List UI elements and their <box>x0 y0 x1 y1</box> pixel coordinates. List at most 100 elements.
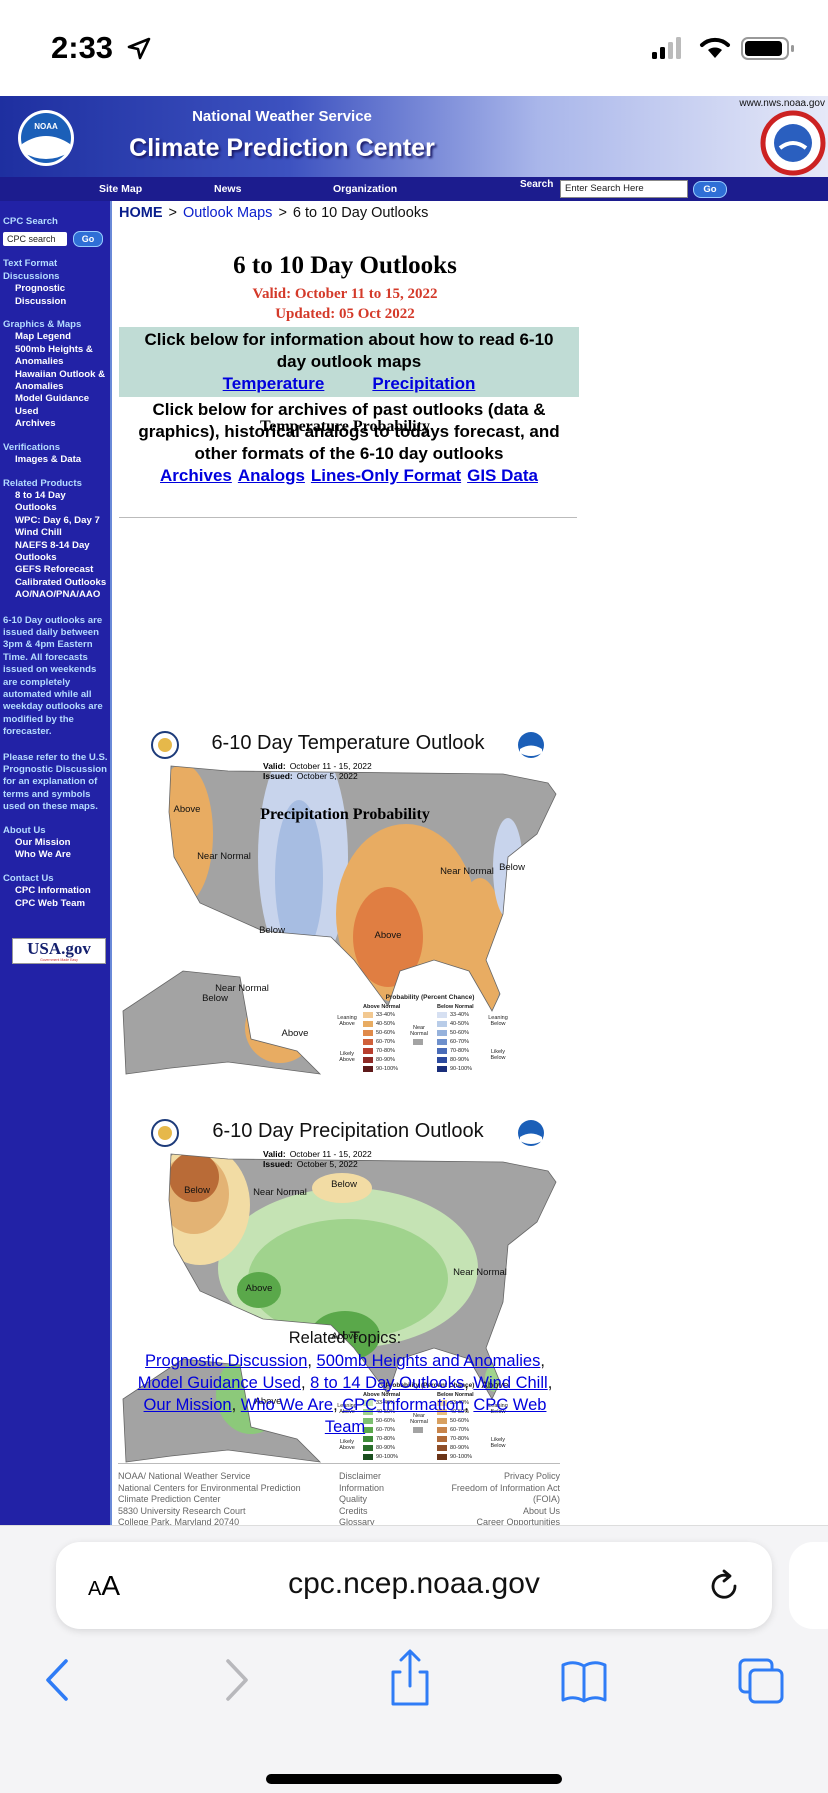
sidebar-heading[interactable]: Graphics & Maps <box>3 319 82 331</box>
sidebar-link[interactable]: WPC: Day 6, Day 7 Wind Chill <box>15 514 100 539</box>
breadcrumb-link[interactable]: Outlook Maps <box>182 205 273 221</box>
related-link[interactable]: CPC Web Team <box>324 1396 547 1436</box>
sidebar-heading[interactable]: Verifications <box>3 441 61 453</box>
site-header: NOAA National Weather Service Climate Pr… <box>0 96 828 177</box>
sidebar-link[interactable]: 8 to 14 Day Outlooks <box>15 489 66 514</box>
sidebar-link[interactable]: Prognostic Discussion <box>15 283 67 307</box>
archives-link[interactable]: Lines-Only Format <box>310 466 462 485</box>
related-link[interactable]: 8 to 14 Day Outlooks <box>310 1374 465 1392</box>
bookmarks-button[interactable] <box>561 1661 607 1703</box>
footer-text[interactable]: Credits <box>339 1505 368 1516</box>
sidebar-link[interactable]: CPC Information <box>15 885 91 897</box>
related-link[interactable]: Model Guidance Used <box>137 1374 301 1392</box>
doc-emblem-inner <box>158 738 172 752</box>
footer-text[interactable]: Disclaimer <box>339 1471 382 1481</box>
legend-bin: 70-80% <box>376 1048 395 1054</box>
probability-region <box>237 1272 281 1308</box>
status-icons <box>652 37 794 60</box>
footer-text[interactable]: Career Opportunities <box>476 1517 560 1525</box>
legend-swatch <box>363 1048 373 1054</box>
sidebar-heading[interactable]: Text Format Discussions <box>3 258 60 282</box>
address-bar[interactable]: AA cpc.ncep.noaa.gov <box>56 1542 772 1629</box>
legend-swatch <box>363 1400 373 1406</box>
related-link[interactable]: CPC Information <box>342 1396 465 1414</box>
search-input[interactable]: Enter Search Here <box>560 180 688 198</box>
legend-likely-above: Likely Above <box>339 1439 355 1451</box>
back-button[interactable] <box>46 1659 68 1701</box>
sidebar-search-input[interactable]: CPC search <box>3 232 67 247</box>
legend-bin: 33-40% <box>376 1400 395 1406</box>
noaa-logo[interactable]: NOAA <box>12 108 82 170</box>
sidebar-link[interactable]: AO/NAO/PNA/AAO <box>15 589 101 601</box>
footer-text[interactable]: NOAA/ National Weather Service <box>118 1471 251 1481</box>
footer-text[interactable]: 5830 University Research Court <box>118 1505 246 1516</box>
site-url[interactable]: www.nws.noaa.gov <box>739 98 825 109</box>
alaska-border <box>122 1358 322 1463</box>
footer-text[interactable]: Quality <box>339 1494 368 1504</box>
tabs-button[interactable] <box>738 1658 784 1704</box>
forward-button[interactable] <box>226 1659 248 1701</box>
related-link[interactable]: Our Mission <box>143 1396 232 1414</box>
sidebar-link[interactable]: Images & Data <box>15 454 82 466</box>
legend-swatch <box>437 1048 447 1054</box>
related-link[interactable]: Prognostic Discussion <box>145 1352 308 1370</box>
text-size-button[interactable]: AA <box>88 1570 121 1601</box>
sidebar-link[interactable]: CPC Web Team <box>15 897 86 909</box>
map-heading: Precipitation Probability <box>260 806 430 823</box>
outlook-map[interactable]: 6-10 Day Temperature Outlook Valid: Octobe… <box>120 728 560 1084</box>
search-button[interactable]: Go <box>693 181 727 198</box>
footer-text[interactable]: Glossary <box>339 1517 375 1525</box>
sidebar-link[interactable]: Who We Are <box>15 849 71 861</box>
info-link[interactable]: Precipitation <box>372 374 476 393</box>
nav-link[interactable]: Organization <box>333 183 398 195</box>
sidebar-link[interactable]: NAEFS 8-14 Day Outlooks <box>15 539 90 563</box>
next-tab-preview[interactable] <box>789 1542 828 1629</box>
sidebar-heading[interactable]: Contact Us <box>3 872 54 884</box>
related-link[interactable]: Wind Chill <box>473 1374 548 1392</box>
outlook-map[interactable]: 6-10 Day Precipitation Outlook Valid: Octo… <box>120 1116 560 1472</box>
footer-text[interactable]: (FOIA) <box>533 1494 560 1504</box>
nws-logo[interactable] <box>760 110 828 176</box>
legend-likely-below: Likely Below <box>490 1437 506 1449</box>
breadcrumb-link[interactable]: HOME <box>119 205 163 221</box>
footer-text[interactable]: National Centers for Environmental Predi… <box>118 1482 301 1493</box>
usa-gov-logo[interactable]: USA.gov Government Made Easy <box>12 938 106 965</box>
breadcrumb: HOME > Outlook Maps >6 to 10 Day Outlooks <box>119 205 428 221</box>
archives-link[interactable]: Analogs <box>237 466 305 485</box>
url[interactable]: cpc.ncep.noaa.gov <box>288 1567 540 1600</box>
nav-link[interactable]: News <box>214 183 242 195</box>
footer-text[interactable]: Freedom of Information Act <box>451 1482 560 1493</box>
search-label: Search <box>520 179 554 190</box>
footer-text[interactable]: Privacy Policy <box>503 1471 560 1481</box>
related-link[interactable]: 500mb Heights and Anomalies <box>316 1352 541 1370</box>
legend-swatch <box>437 1066 447 1072</box>
sidebar-link[interactable]: Map Legend <box>15 331 71 343</box>
sidebar-link[interactable]: Hawaiian Outlook & Anomalies <box>15 368 106 393</box>
info-link[interactable]: Temperature <box>222 374 325 393</box>
footer-text[interactable]: Information <box>339 1482 385 1493</box>
reload-button[interactable] <box>706 1568 742 1604</box>
archives-links: Archives Analogs Lines-Only Format GIS Data <box>119 465 579 487</box>
archives-link[interactable]: Archives <box>160 466 232 485</box>
sidebar-heading[interactable]: About Us <box>3 824 46 836</box>
alaska-border <box>122 970 322 1075</box>
sidebar-link[interactable]: Model Guidance Used <box>15 393 90 417</box>
archives-link[interactable]: GIS Data <box>467 466 538 485</box>
info-text: Click below for information about how to… <box>144 330 554 371</box>
sidebar-search-button[interactable]: Go <box>73 231 103 248</box>
share-button[interactable] <box>391 1649 429 1706</box>
legend-bin: 40-50% <box>450 1409 469 1415</box>
legend-swatch <box>363 1039 373 1045</box>
nav-link[interactable]: Site Map <box>99 183 143 195</box>
sidebar-link[interactable]: Archives <box>15 418 56 430</box>
sidebar-link[interactable]: GEFS Reforecast Calibrated Outlooks <box>15 564 107 588</box>
footer-text[interactable]: About Us <box>522 1505 560 1516</box>
footer-text[interactable]: Climate Prediction Center <box>118 1494 221 1504</box>
legend-bin: 90-100% <box>376 1454 399 1460</box>
sidebar-link[interactable]: Our Mission <box>15 837 71 849</box>
footer-text[interactable]: College Park, Maryland 20740 <box>118 1517 240 1525</box>
conus-border <box>168 1153 557 1400</box>
sidebar-heading[interactable]: Related Products <box>3 477 82 489</box>
sidebar-link[interactable]: 500mb Heights & Anomalies <box>15 343 93 368</box>
related-link[interactable]: Who We Are <box>240 1396 334 1414</box>
